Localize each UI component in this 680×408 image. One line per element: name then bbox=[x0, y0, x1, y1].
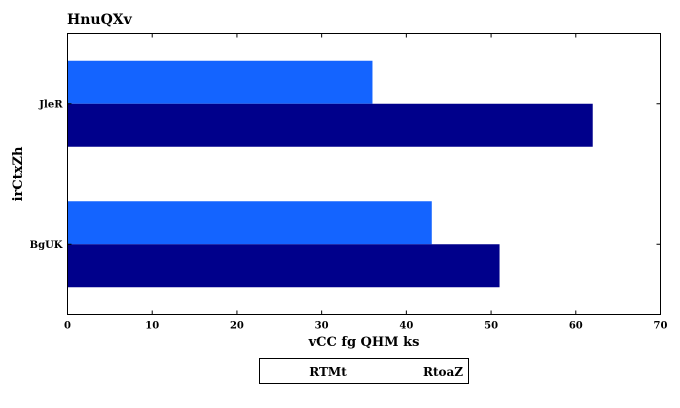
bar-rtoaz-jler bbox=[68, 104, 593, 147]
y-axis-label: irCtxZh bbox=[11, 146, 26, 201]
x-tick-label-50: 50 bbox=[484, 321, 498, 332]
legend-entry-rtmt: RTMt bbox=[309, 365, 347, 379]
bar-rtoaz-bguk bbox=[68, 244, 500, 287]
x-tick-label-60: 60 bbox=[569, 321, 583, 332]
x-tick-label-30: 30 bbox=[315, 321, 329, 332]
bar-rtmt-jler bbox=[68, 61, 373, 104]
x-axis-label: vCC fg QHM ks bbox=[308, 335, 420, 350]
x-tick-label-0: 0 bbox=[64, 321, 71, 332]
chart-title: HnuQXv bbox=[67, 12, 133, 28]
x-tick-label-10: 10 bbox=[145, 321, 159, 332]
legend-entry-rtoaz: RtoaZ bbox=[423, 365, 463, 379]
bars-group bbox=[68, 61, 593, 288]
x-tick-label-20: 20 bbox=[230, 321, 244, 332]
x-tick-label-70: 70 bbox=[654, 321, 668, 332]
x-tick-label-40: 40 bbox=[399, 321, 413, 332]
legend: RTMt RtoaZ bbox=[260, 359, 469, 384]
y-tick-label-bguk: BgUK bbox=[30, 240, 63, 251]
y-tick-label-jler: JleR bbox=[38, 99, 63, 110]
bar-rtmt-bguk bbox=[68, 201, 432, 244]
